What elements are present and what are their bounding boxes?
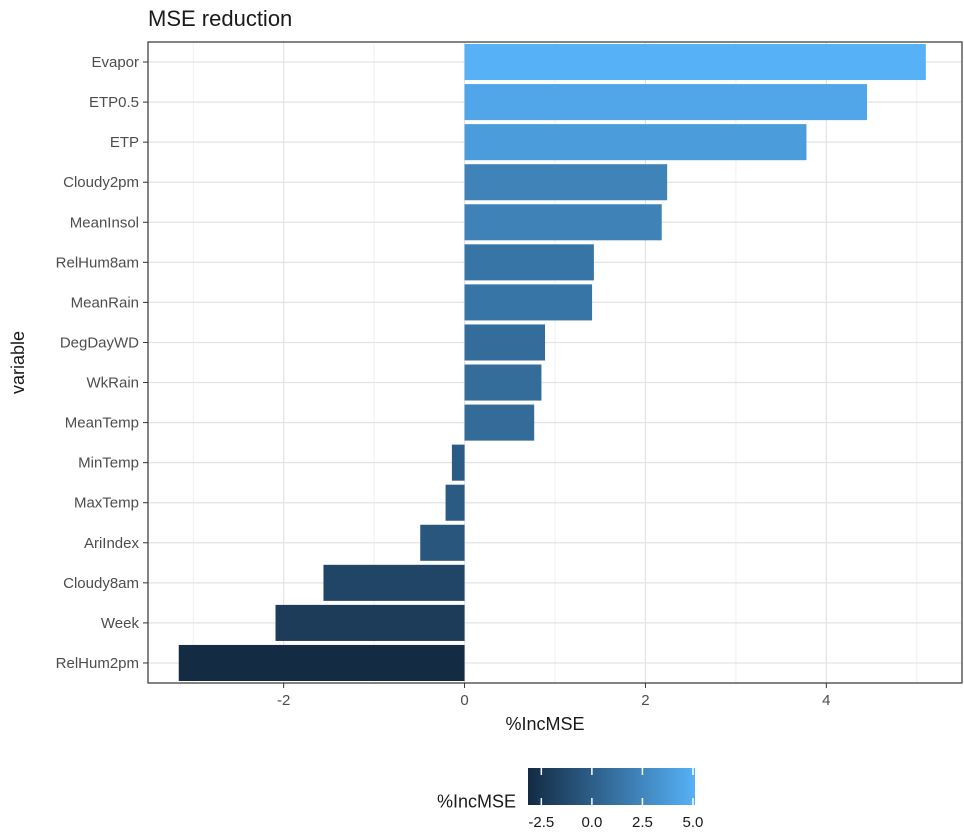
x-axis-title: %IncMSE (505, 714, 584, 734)
bar (464, 404, 535, 441)
y-tick-label: MinTemp (78, 455, 139, 472)
bar (464, 44, 926, 81)
y-tick-label: ETP (110, 134, 139, 151)
bar (451, 444, 465, 481)
bar (178, 644, 465, 681)
colorbar-tick-label: -2.5 (528, 814, 554, 831)
bar (445, 484, 465, 521)
bar (464, 284, 593, 321)
colorbar-tick-label: 0.0 (581, 814, 602, 831)
y-tick-label: MeanTemp (65, 415, 139, 432)
bar (464, 84, 868, 121)
bar (464, 364, 542, 401)
y-tick-label: Evapor (91, 54, 139, 71)
y-tick-label: MaxTemp (74, 495, 139, 512)
x-tick-label: 4 (822, 692, 830, 709)
y-tick-label: Week (101, 615, 140, 632)
bar (323, 564, 465, 601)
bar (420, 524, 465, 561)
y-tick-label: WkRain (86, 375, 139, 392)
y-axis-title: variable (8, 331, 28, 394)
y-tick-label: AriIndex (84, 535, 140, 552)
x-tick-label: 2 (641, 692, 649, 709)
y-tick-label: ETP0.5 (89, 94, 139, 111)
y-tick-label: Cloudy2pm (63, 174, 139, 191)
x-tick-label: -2 (277, 692, 290, 709)
bar (464, 244, 594, 281)
bar (275, 604, 465, 641)
bar (464, 124, 807, 161)
bar (464, 164, 668, 201)
y-tick-label: Cloudy8am (63, 575, 139, 592)
y-tick-label: DegDayWD (60, 334, 139, 351)
bar (464, 204, 662, 241)
y-tick-label: MeanRain (71, 294, 139, 311)
y-tick-label: RelHum2pm (56, 655, 139, 672)
colorbar-tick-label: 5.0 (683, 814, 704, 831)
legend-title: %IncMSE (437, 792, 516, 812)
bar (464, 324, 546, 361)
x-tick-label: 0 (460, 692, 468, 709)
chart-title: MSE reduction (148, 6, 293, 31)
colorbar (528, 768, 695, 805)
y-tick-label: RelHum8am (56, 254, 139, 271)
y-tick-label: MeanInsol (70, 214, 139, 231)
panel-border (147, 41, 963, 684)
colorbar-tick-label: 2.5 (632, 814, 653, 831)
